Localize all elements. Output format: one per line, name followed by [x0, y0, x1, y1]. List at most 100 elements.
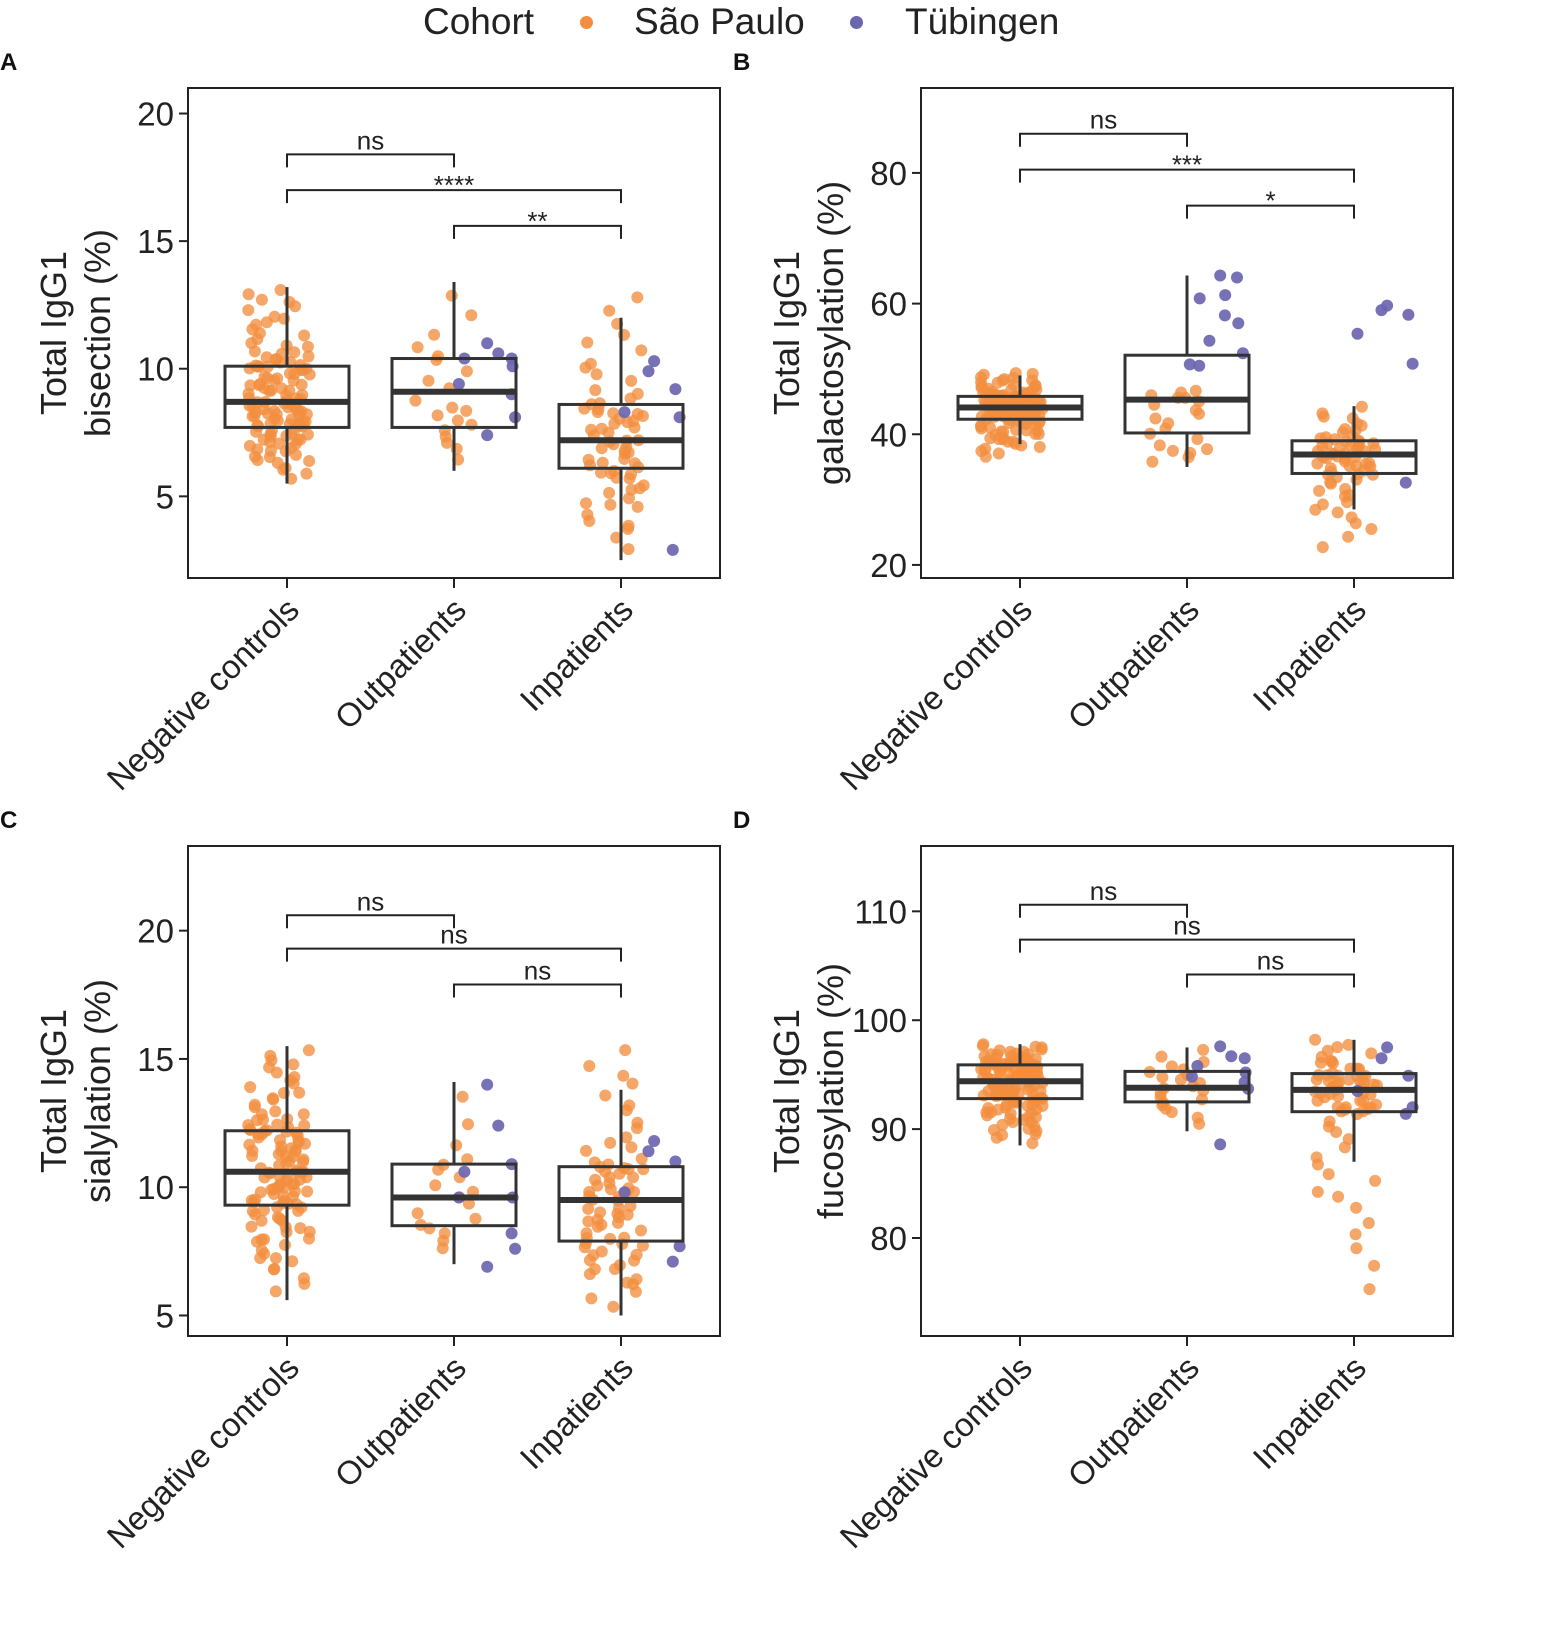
data-point-s-o-paulo [637, 479, 650, 492]
data-point-t-bingen [1193, 359, 1206, 372]
data-point-s-o-paulo [275, 382, 288, 395]
panel-a: A Total IgG1 bisection (%) 5 10 15 20 Negative … [0, 40, 770, 840]
data-point-s-o-paulo [637, 1163, 650, 1176]
data-point-s-o-paulo [462, 1118, 474, 1131]
data-point-s-o-paulo [581, 508, 594, 521]
data-point-s-o-paulo [1310, 1151, 1323, 1164]
data-point-s-o-paulo [460, 365, 473, 378]
data-point-s-o-paulo [264, 444, 277, 457]
data-point-s-o-paulo [1197, 1043, 1210, 1056]
data-point-s-o-paulo [294, 1222, 307, 1235]
significance-label: ns [1090, 876, 1117, 906]
data-point-t-bingen [509, 1242, 522, 1255]
data-point-t-bingen [1375, 1052, 1388, 1065]
y-tick-label: 20 [137, 913, 174, 950]
panel-label: A [0, 49, 17, 76]
significance-label: ns [440, 920, 467, 950]
data-point-s-o-paulo [594, 1206, 607, 1219]
x-tick-label-negative-controls: Negative controls [99, 1349, 305, 1555]
data-point-s-o-paulo [465, 418, 478, 431]
data-point-s-o-paulo [461, 1153, 474, 1166]
data-point-t-bingen [1351, 327, 1364, 340]
data-point-s-o-paulo [1316, 541, 1329, 554]
y-tick-label: 10 [137, 351, 174, 388]
data-point-s-o-paulo [1153, 439, 1166, 452]
significance-label: ns [1090, 105, 1117, 135]
data-point-s-o-paulo [244, 379, 257, 392]
data-point-s-o-paulo [631, 387, 644, 400]
data-point-s-o-paulo [1345, 511, 1358, 524]
data-point-s-o-paulo [242, 304, 255, 317]
data-point-s-o-paulo [1309, 1033, 1322, 1046]
data-point-s-o-paulo [1026, 367, 1039, 380]
data-point-s-o-paulo [628, 457, 641, 470]
chart-b-svg: B Total IgG1 galactosylation (%) 20 40 60 80 Ne… [733, 49, 1454, 797]
data-point-s-o-paulo [300, 467, 313, 480]
y-tick-label: 100 [852, 1002, 907, 1039]
data-point-s-o-paulo [409, 394, 422, 407]
data-point-s-o-paulo [297, 1272, 310, 1285]
data-point-s-o-paulo [631, 500, 644, 513]
data-point-t-bingen [505, 1227, 518, 1240]
data-point-s-o-paulo [992, 447, 1005, 460]
data-point-t-bingen [492, 1119, 505, 1132]
data-point-s-o-paulo [1146, 455, 1159, 468]
data-point-s-o-paulo [422, 374, 435, 387]
data-point-s-o-paulo [1323, 1115, 1336, 1128]
data-point-s-o-paulo [271, 372, 284, 385]
data-point-s-o-paulo [604, 498, 617, 511]
box-inpatients [557, 402, 685, 470]
box-negative-controls [223, 1129, 351, 1207]
data-point-s-o-paulo [580, 1227, 593, 1240]
data-point-t-bingen [1238, 1052, 1251, 1065]
significance-label: *** [1172, 150, 1202, 180]
data-point-s-o-paulo [1316, 407, 1329, 420]
data-point-s-o-paulo [979, 442, 992, 455]
data-point-s-o-paulo [1365, 523, 1378, 535]
data-point-s-o-paulo [438, 1227, 451, 1240]
data-point-s-o-paulo [302, 350, 315, 363]
data-point-s-o-paulo [622, 519, 635, 532]
data-point-s-o-paulo [460, 404, 473, 417]
data-point-s-o-paulo [977, 1038, 990, 1051]
panel-label: D [733, 807, 750, 834]
data-point-t-bingen [642, 1145, 655, 1158]
data-point-t-bingen [1232, 317, 1245, 330]
plot-frame [187, 87, 721, 579]
data-point-s-o-paulo [1321, 1044, 1334, 1057]
legend-dot-sao-paulo [580, 16, 593, 29]
data-point-s-o-paulo [1324, 462, 1337, 475]
y-tick-label: 90 [870, 1111, 907, 1148]
data-point-s-o-paulo [1350, 1242, 1363, 1255]
data-point-s-o-paulo [258, 370, 271, 383]
data-point-s-o-paulo [623, 1099, 636, 1112]
data-point-t-bingen [452, 378, 465, 390]
data-point-s-o-paulo [432, 350, 444, 363]
data-point-s-o-paulo [1331, 1101, 1344, 1113]
data-point-s-o-paulo [982, 1102, 995, 1115]
data-point-t-bingen [1193, 292, 1206, 305]
data-point-s-o-paulo [631, 291, 644, 304]
data-point-s-o-paulo [610, 531, 623, 544]
data-point-s-o-paulo [269, 1105, 282, 1118]
data-point-t-bingen [481, 337, 494, 350]
data-point-s-o-paulo [580, 1144, 592, 1157]
y-tick-label: 80 [870, 1220, 907, 1257]
significance-bracket [1019, 132, 1188, 147]
data-point-s-o-paulo [301, 340, 314, 353]
box-outpatients [1123, 353, 1251, 435]
significance-label: ns [357, 886, 384, 916]
data-point-t-bingen [1399, 476, 1412, 489]
data-point-s-o-paulo [635, 344, 648, 357]
data-point-t-bingen [1402, 308, 1415, 321]
data-point-s-o-paulo [446, 401, 459, 414]
data-point-s-o-paulo [604, 1232, 617, 1245]
data-point-s-o-paulo [636, 410, 649, 422]
legend: Cohort São Paulo Tübingen [0, 0, 1543, 48]
data-point-s-o-paulo [626, 1077, 639, 1090]
data-point-s-o-paulo [607, 407, 620, 420]
data-point-t-bingen [481, 1260, 494, 1273]
data-point-s-o-paulo [1370, 1098, 1383, 1111]
data-point-s-o-paulo [288, 1071, 301, 1084]
data-point-t-bingen [648, 1135, 661, 1147]
